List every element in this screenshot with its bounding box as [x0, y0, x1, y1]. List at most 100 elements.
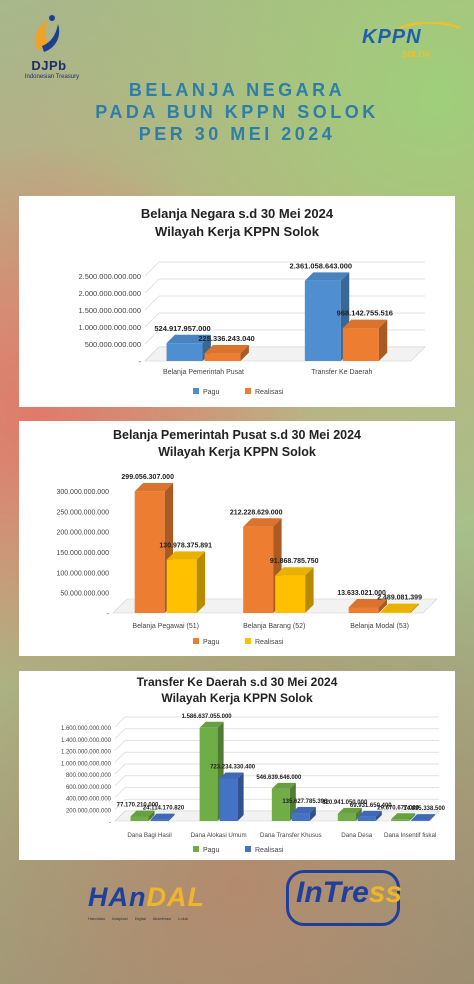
intress-logo: InTress: [286, 870, 402, 926]
bar-side-pagu: [355, 807, 362, 821]
y-tick-label: 1.400.000.000.000: [61, 738, 112, 744]
category-label: Dana Transfer Khusus: [260, 832, 322, 839]
bar-pagu: [134, 491, 165, 613]
bar-realisasi: [411, 820, 430, 821]
bar-top-realisasi: [275, 567, 314, 576]
y-tick-label: 2.000.000.000.000: [78, 289, 141, 298]
legend-swatch: [193, 388, 199, 394]
bar-top-realisasi: [411, 814, 436, 821]
bar-top-realisasi: [357, 810, 382, 817]
chart-title: Transfer Ke Daerah s.d 30 Mei 2024: [137, 675, 338, 689]
data-label: 225.336.243.040: [198, 334, 254, 343]
bar-realisasi: [150, 819, 169, 821]
data-label: 546.639.646.000: [256, 775, 302, 781]
gridline-depth: [114, 787, 126, 798]
bar-realisasi: [380, 611, 411, 613]
y-tick-label: 1.200.000.000.000: [61, 750, 112, 756]
legend-label: Realisasi: [255, 639, 284, 646]
bar-side-realisasi: [237, 772, 244, 821]
bar-pagu: [304, 280, 341, 361]
chart-transfer-ke-daerah: Transfer Ke Daerah s.d 30 Mei 2024 Wilaya…: [61, 675, 446, 854]
data-label: 13.633.021.000: [337, 590, 386, 597]
chart-panel-belanja-pemerintah-pusat: Belanja Pemerintah Pusat s.d 30 Mei 2024…: [19, 421, 455, 656]
intress-wordmark: InTress: [296, 876, 402, 910]
category-label: Dana Bagi Hasil: [127, 832, 171, 839]
bar-side-pagu: [409, 813, 416, 821]
legend-swatch: [245, 388, 251, 394]
chart-title: Belanja Negara s.d 30 Mei 2024: [141, 206, 334, 221]
legend-swatch: [193, 846, 199, 852]
bar-realisasi: [357, 816, 376, 821]
bar-side-realisasi: [378, 319, 388, 361]
y-tick-label: 300.000.000.000: [56, 489, 109, 496]
data-label: 2.361.058.643.000: [290, 261, 353, 270]
chart-subtitle: Wilayah Kerja KPPN Solok: [158, 445, 316, 459]
legend-label: Pagu: [203, 389, 219, 396]
y-tick-label: -: [109, 820, 111, 826]
gridline-depth: [114, 799, 126, 810]
data-label: 968.142.755.516: [337, 309, 393, 318]
handal-tagline: Handalan Adaptasi Digital Akselerasi Lok…: [88, 916, 188, 921]
legend-swatch: [245, 638, 251, 644]
y-tick-label: -: [107, 611, 110, 618]
data-label: 723.234.330.400: [210, 765, 256, 771]
bar-top-pagu: [337, 807, 362, 814]
kppn-city: SOLOK: [402, 50, 431, 59]
bar-side-pagu: [378, 599, 387, 613]
bar-top-pagu: [130, 810, 155, 817]
gridline-depth: [114, 752, 126, 763]
chart-belanja-pemerintah-pusat: Belanja Pemerintah Pusat s.d 30 Mei 2024…: [56, 428, 438, 646]
kppn-swoosh-icon: [391, 22, 461, 34]
data-label: 2.489.081.399: [377, 595, 422, 602]
data-label: 135.627.785.396: [282, 799, 328, 805]
bar-realisasi: [204, 353, 241, 361]
bar-pagu: [130, 816, 149, 821]
handal-logo: HAnDAL Handalan Adaptasi Digital Akseler…: [88, 880, 228, 930]
djpb-name: DJPb: [31, 58, 67, 73]
data-label: 212.228.629.000: [230, 509, 283, 516]
bar-realisasi: [342, 328, 379, 361]
data-label: 130.978.375.891: [159, 542, 212, 549]
bar-realisasi: [291, 813, 310, 821]
data-label: 77.170.210.000: [117, 802, 159, 808]
bar-pagu: [243, 526, 274, 613]
y-tick-label: 200.000.000.000: [56, 530, 109, 537]
bar-top-realisasi: [380, 603, 419, 612]
legend-label: Realisasi: [255, 847, 284, 854]
bar-realisasi: [219, 778, 238, 821]
y-tick-label: 100.000.000.000: [56, 570, 109, 577]
bar-top-pagu: [243, 518, 282, 527]
data-label: 14.835.338.500: [403, 806, 445, 812]
data-label: 69.931.650.400: [350, 803, 392, 809]
y-tick-label: 800.000.000.000: [66, 773, 112, 779]
bar-pagu: [337, 813, 356, 821]
legend-swatch: [245, 846, 251, 852]
bar-side-pagu: [148, 810, 155, 821]
y-tick-label: 1.500.000.000.000: [78, 306, 141, 315]
bar-pagu: [166, 343, 203, 361]
gridline-depth: [144, 312, 160, 328]
category-label: Dana Alokasi Umum: [191, 832, 247, 839]
intress-wordmark-b: ss: [368, 876, 403, 909]
bar-top-pagu: [348, 599, 387, 608]
bar-top-realisasi: [204, 344, 249, 354]
legend-swatch: [193, 638, 199, 644]
bar-top-pagu: [391, 813, 416, 820]
bar-top-pagu: [199, 721, 224, 728]
chart-title: Belanja Pemerintah Pusat s.d 30 Mei 2024: [113, 428, 361, 442]
page-title-line-2: PADA BUN KPPN SOLOK: [95, 102, 379, 122]
y-tick-label: 500.000.000.000: [85, 340, 141, 349]
y-tick-label: 400.000.000.000: [66, 797, 112, 803]
bar-side-realisasi: [305, 567, 314, 613]
data-label: 91.868.785.750: [270, 558, 319, 565]
bar-top-realisasi: [166, 551, 206, 560]
data-label: 29.670.677.000: [377, 805, 419, 811]
data-label: 1.586.637.055.000: [182, 714, 233, 720]
data-label: 120.941.050.000: [322, 800, 368, 806]
gridline-depth: [144, 278, 160, 294]
gridline-depth: [114, 728, 126, 739]
gridline-depth: [114, 740, 126, 751]
gridline-depth: [114, 716, 126, 728]
legend-label: Realisasi: [255, 389, 284, 396]
category-label: Dana Insentif fiskal: [384, 832, 436, 839]
